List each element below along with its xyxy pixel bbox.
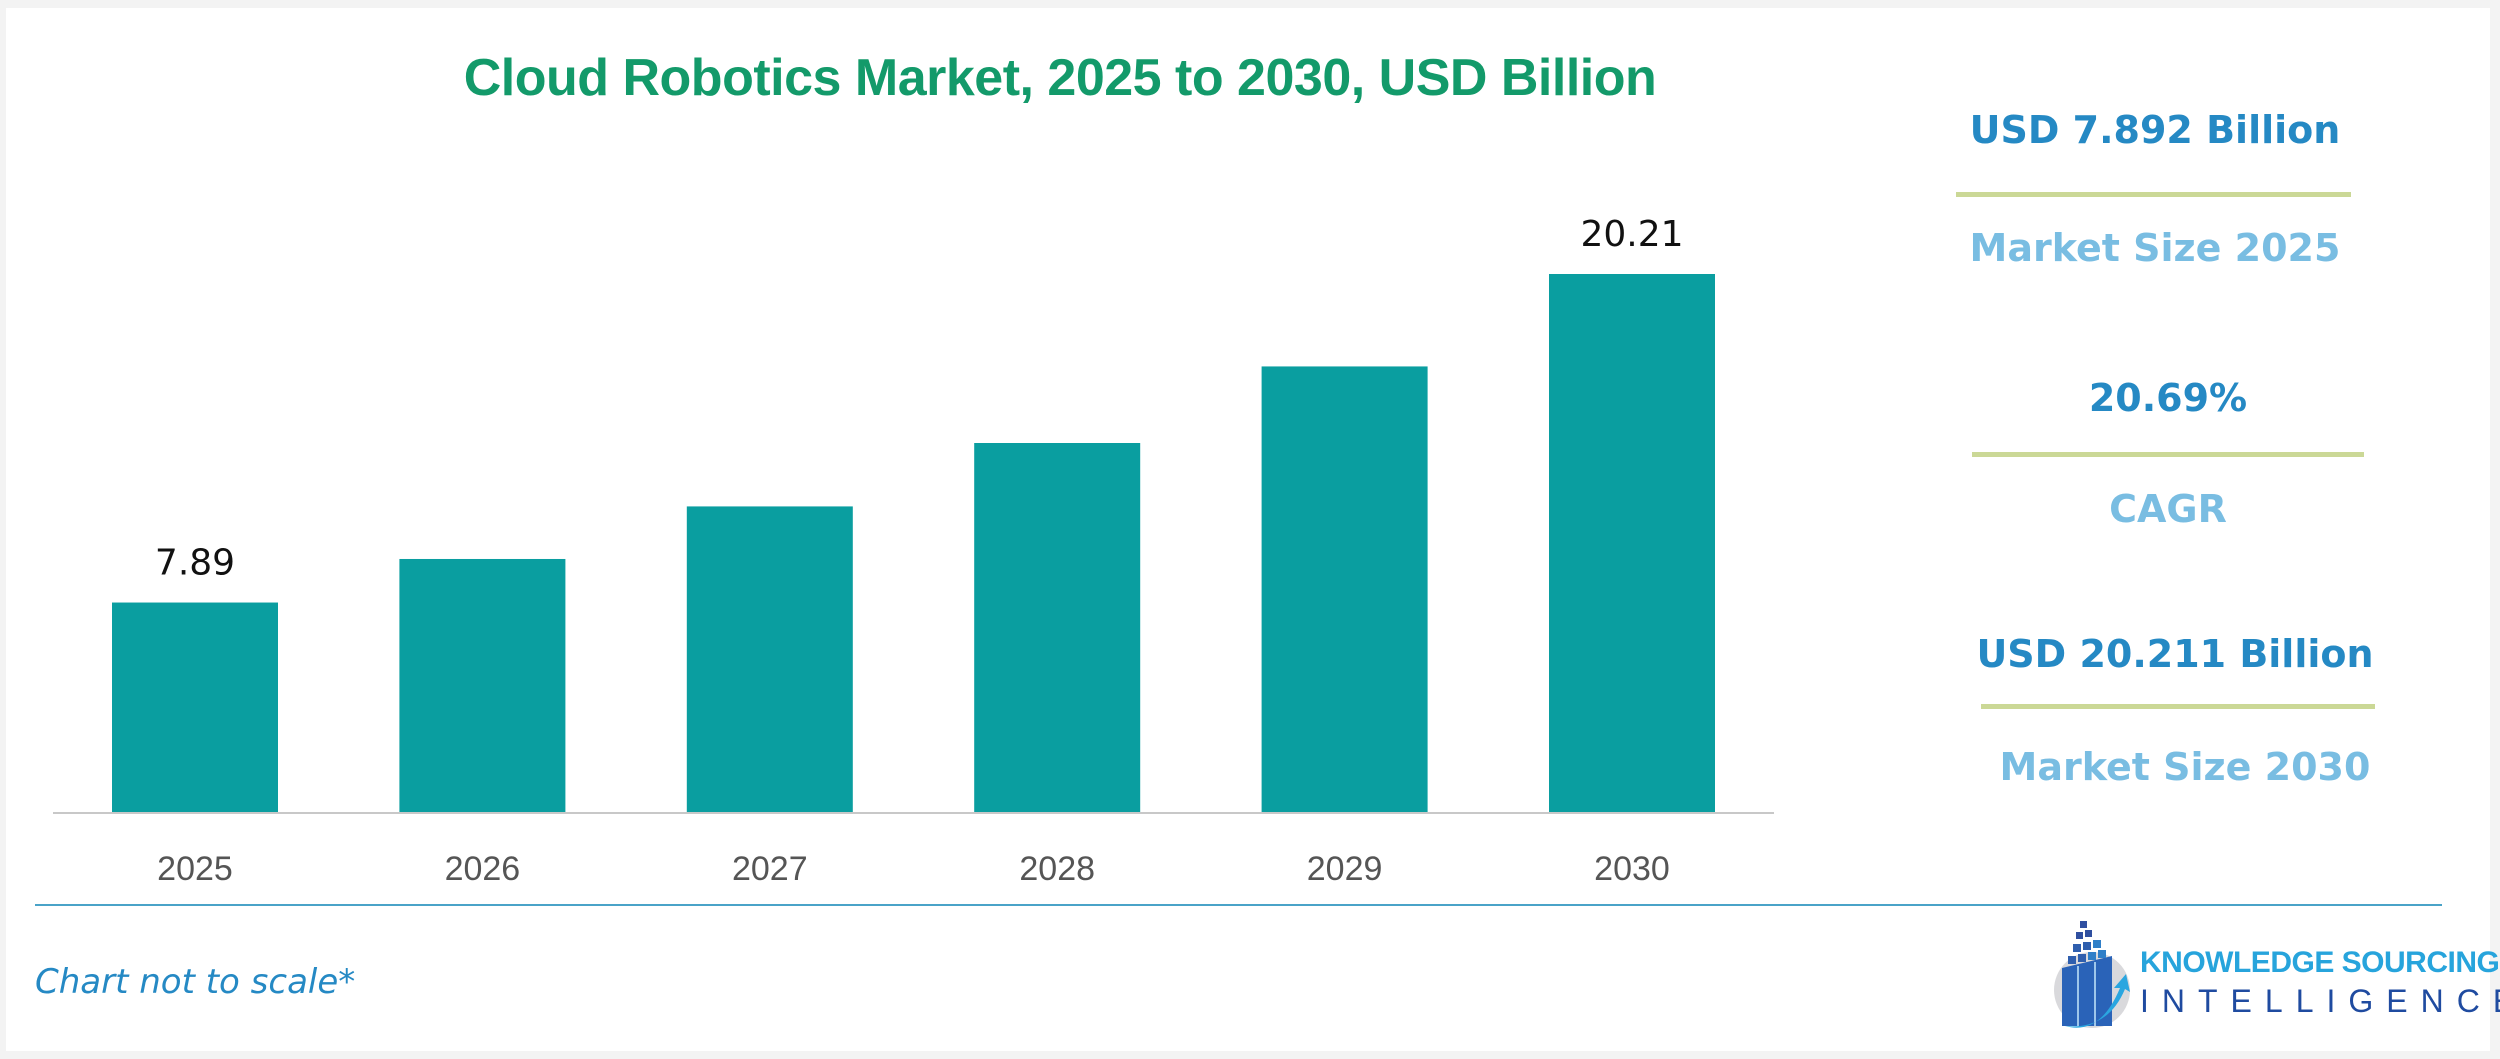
company-logo: KNOWLEDGE SOURCING INTELLIGENCE <box>2040 918 2500 1033</box>
data-label: 7.89 <box>155 543 235 584</box>
bar-chart: 2025 7.89 2026 2027 2028 2029 2030 20.21 <box>53 214 1774 888</box>
footnote: Chart not to scale* <box>35 962 356 1002</box>
divider <box>1972 452 2364 457</box>
x-tick-label: 2029 <box>1307 850 1383 888</box>
bar-2030 <box>1549 274 1715 813</box>
market-size-2025-value: USD 7.892 Billion <box>1969 108 2341 152</box>
market-size-2030-value: USD 20.211 Billion <box>1976 632 2374 676</box>
divider <box>1956 192 2351 197</box>
x-tick-label: 2027 <box>732 850 808 888</box>
bar-2025 <box>112 602 278 813</box>
infographic-card <box>6 8 2490 1051</box>
logo-text-line2: INTELLIGENCE <box>2140 983 2500 1019</box>
footer-divider <box>35 904 2442 906</box>
x-tick-label: 2030 <box>1594 850 1670 888</box>
bar-2026 <box>399 558 566 813</box>
bar-2029 <box>1261 366 1428 813</box>
cagr-label: CAGR <box>2109 487 2227 531</box>
x-tick-label: 2025 <box>157 850 233 888</box>
data-label: 20.21 <box>1580 214 1683 255</box>
x-tick-label: 2026 <box>445 850 521 888</box>
cagr-value: 20.69% <box>2088 376 2248 420</box>
logo-emblem-icon <box>2054 921 2130 1028</box>
market-size-2030-label: Market Size 2030 <box>1999 745 2371 789</box>
chart-title: Cloud Robotics Market, 2025 to 2030, USD… <box>463 49 1657 107</box>
bar-2027 <box>686 506 853 813</box>
x-tick-label: 2028 <box>1019 850 1095 888</box>
market-size-2025-label: Market Size 2025 <box>1969 226 2341 270</box>
divider <box>1981 704 2375 709</box>
logo-text-line1: KNOWLEDGE SOURCING <box>2140 946 2500 979</box>
bar-2028 <box>974 442 1141 813</box>
